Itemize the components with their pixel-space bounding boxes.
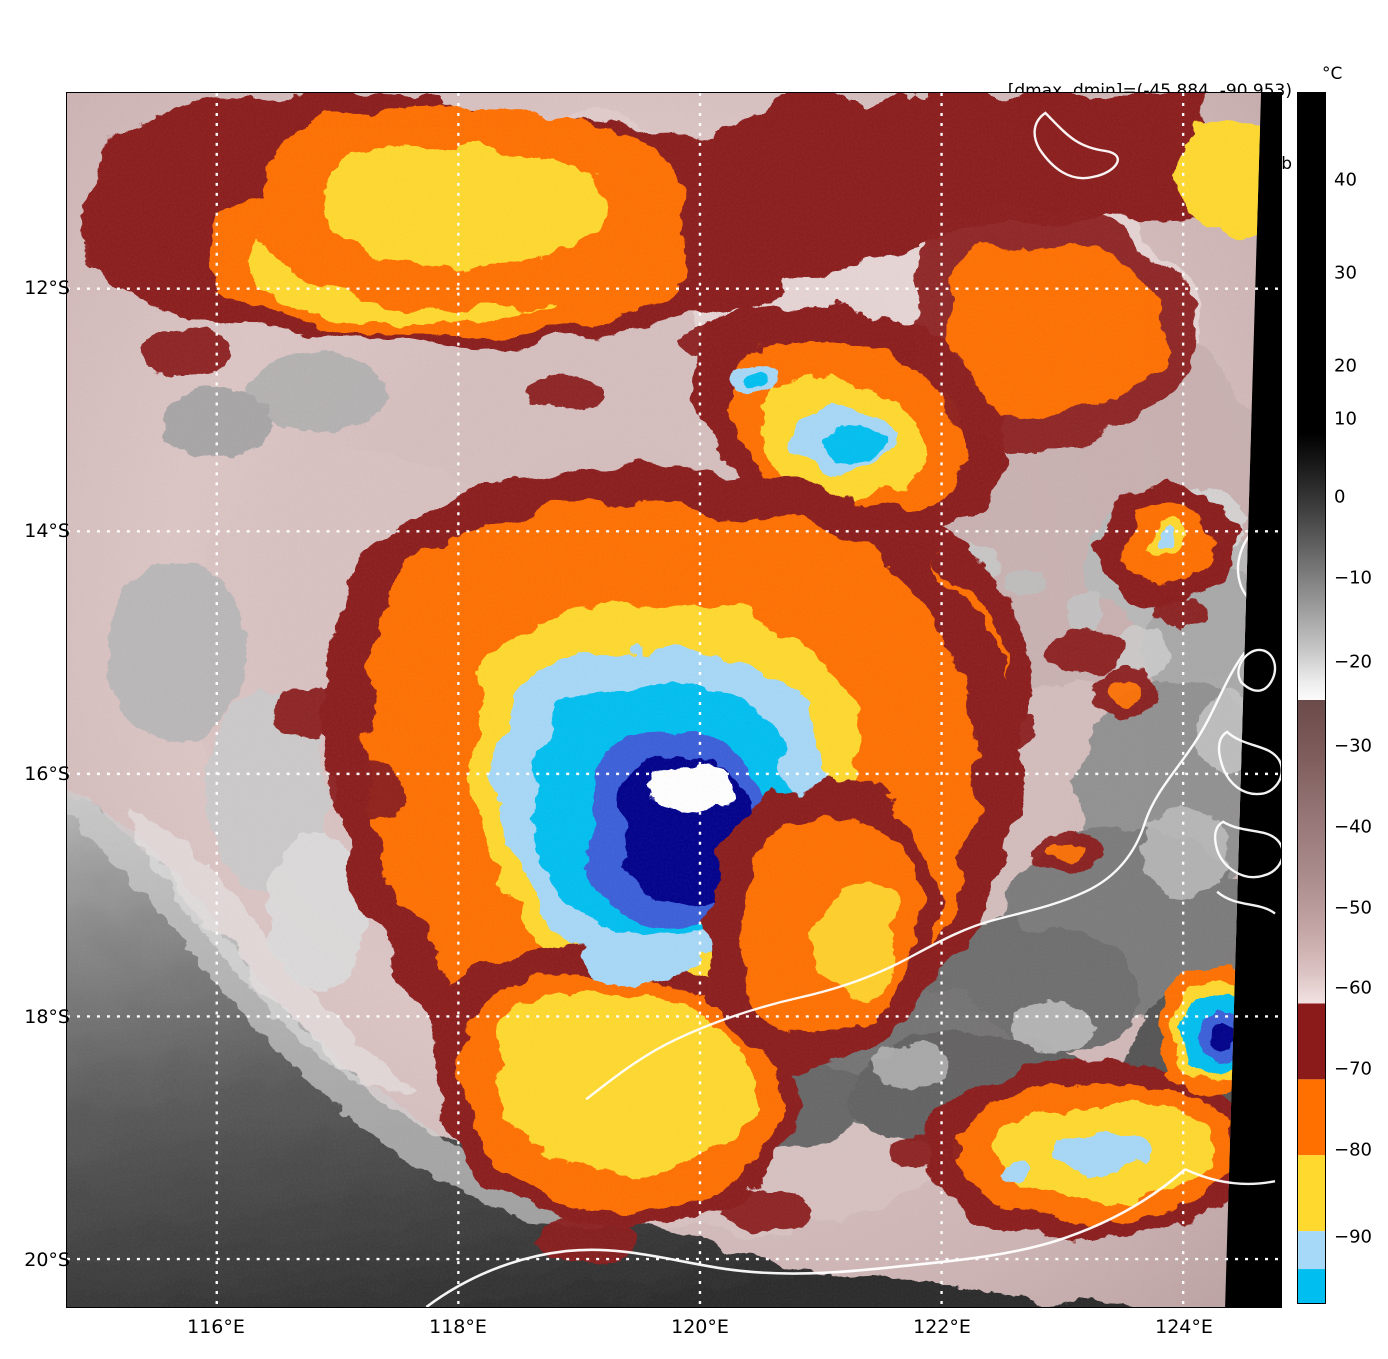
colorbar-gradient: [1298, 93, 1325, 1303]
xtick-124e: 124°E: [1155, 1316, 1213, 1338]
cbtick-10: 10: [1334, 408, 1357, 430]
coastline-offswath: [1184, 648, 1281, 1186]
ytick-18s: 18°S: [24, 1006, 70, 1028]
cbtick-m60: −60: [1334, 977, 1372, 999]
ytick-20s: 20°S: [24, 1249, 70, 1271]
satellite-imagery-plot[interactable]: Copyright © 2020-2025 Dapiya: [66, 92, 1282, 1308]
ytick-12s: 12°S: [24, 277, 70, 299]
cbtick-30: 30: [1334, 262, 1357, 284]
cbtick-40: 40: [1334, 169, 1357, 191]
ytick-14s: 14°S: [24, 520, 70, 542]
cbtick-m70: −70: [1334, 1058, 1372, 1080]
xtick-120e: 120°E: [671, 1316, 729, 1338]
ytick-16s: 16°S: [24, 763, 70, 785]
temperature-colorbar: [1297, 92, 1326, 1304]
cbtick-m30: −30: [1334, 735, 1372, 757]
cbtick-m20: −20: [1334, 651, 1372, 673]
xtick-118e: 118°E: [429, 1316, 487, 1338]
colorbar-unit-label: °C: [1322, 64, 1343, 84]
xtick-122e: 122°E: [913, 1316, 971, 1338]
cbtick-0: 0: [1334, 486, 1346, 508]
cbtick-m50: −50: [1334, 897, 1372, 919]
cbtick-m80: −80: [1334, 1139, 1372, 1161]
coastline-overlay: [585, 111, 1262, 1101]
ir-brightness-temperature-map: [67, 93, 1281, 1307]
cbtick-m40: −40: [1334, 816, 1372, 838]
cbtick-m10: −10: [1334, 567, 1372, 589]
cbtick-m90: −90: [1334, 1226, 1372, 1248]
xtick-116e: 116°E: [187, 1316, 245, 1338]
graticule-grid: [67, 93, 1281, 1307]
cbtick-20: 20: [1334, 355, 1357, 377]
